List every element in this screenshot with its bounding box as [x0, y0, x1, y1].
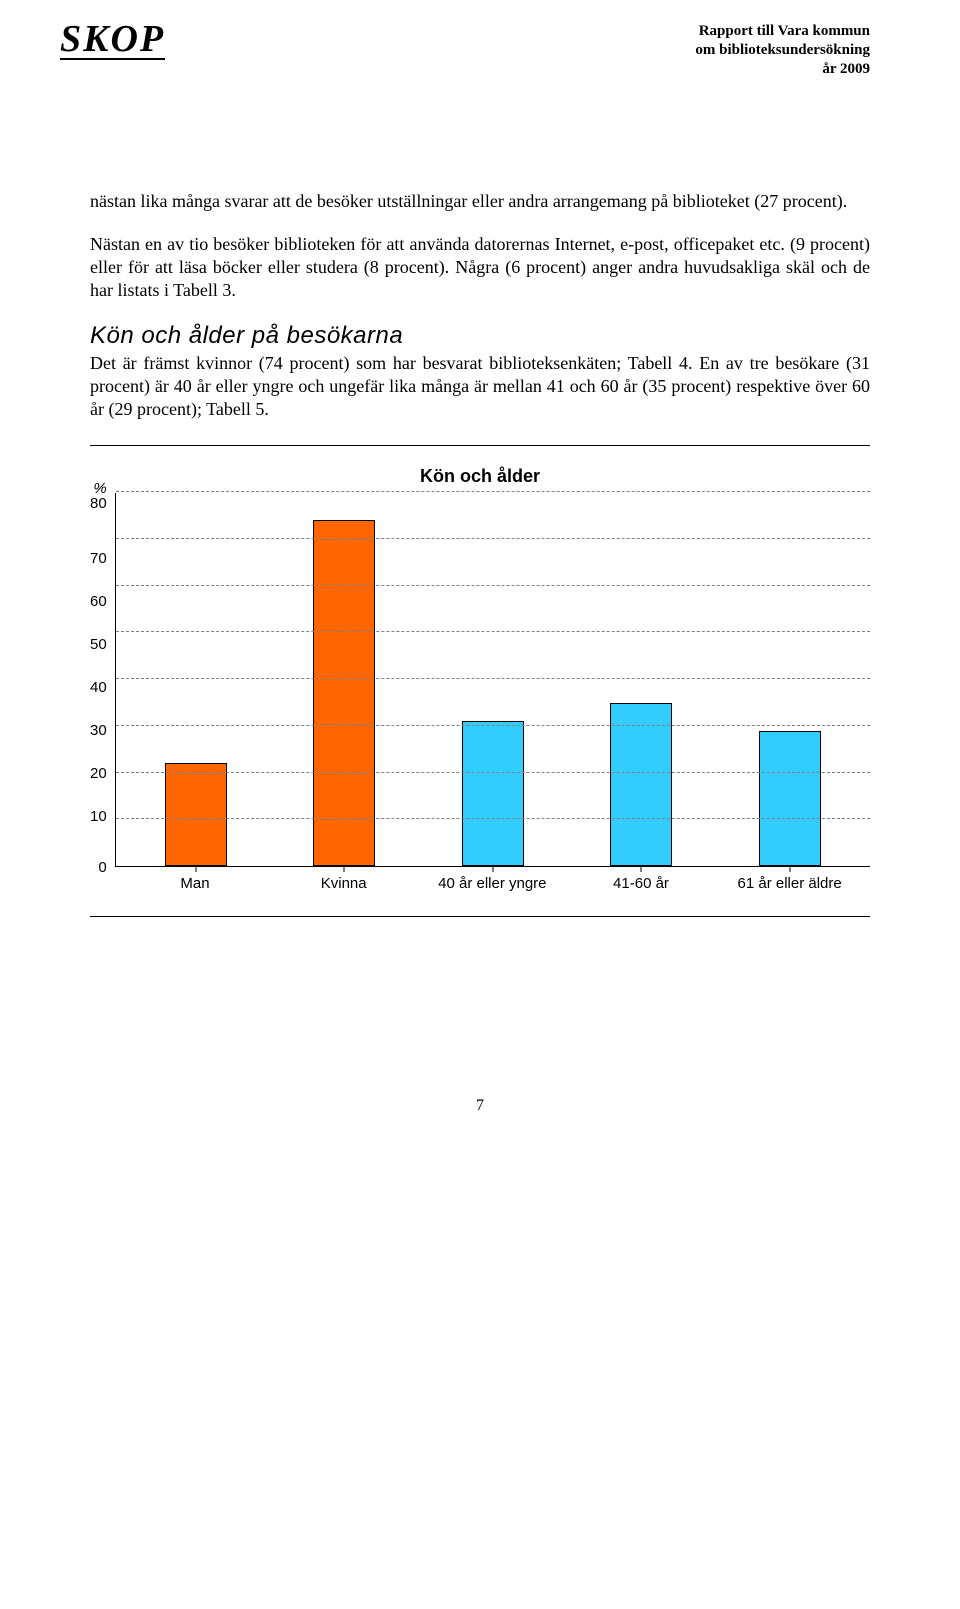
- chart-y-axis: %80706050403020100: [90, 493, 115, 867]
- chart-gridline: [116, 678, 870, 679]
- y-axis-tick: 60: [90, 594, 107, 609]
- x-axis-tick-mark: [789, 866, 790, 872]
- x-axis-label: 40 år eller yngre: [418, 875, 567, 892]
- y-axis-unit-label: %: [90, 481, 107, 496]
- chart-gridline: [116, 631, 870, 632]
- y-axis-tick: 30: [90, 723, 107, 738]
- chart-title: Kön och ålder: [90, 466, 870, 487]
- header-line-1: Rapport till Vara kommun: [695, 22, 870, 41]
- paragraph-2: Nästan en av tio besöker biblioteken för…: [90, 233, 870, 302]
- section-title: Kön och ålder på besökarna: [90, 322, 870, 350]
- chart-bar: [165, 763, 227, 866]
- chart-bars: [116, 493, 870, 866]
- chart-gridline: [116, 491, 870, 492]
- chart-bar: [610, 703, 672, 867]
- chart-gridline: [116, 725, 870, 726]
- chart-bar-slot: [716, 493, 864, 866]
- paragraph-3: Det är främst kvinnor (74 procent) som h…: [90, 352, 870, 421]
- chart-plot-area: [115, 493, 870, 867]
- x-axis-tick-mark: [641, 866, 642, 872]
- chart-bar: [313, 520, 375, 866]
- chart-bar-slot: [419, 493, 567, 866]
- y-axis-tick: 50: [90, 637, 107, 652]
- chart-bar: [462, 721, 524, 866]
- x-axis-label: 41-60 år: [567, 875, 716, 892]
- x-axis-tick-mark: [195, 866, 196, 872]
- chart-gridline: [116, 818, 870, 819]
- document-page: SKOP Rapport till Vara kommun om bibliot…: [0, 0, 960, 1175]
- chart-body: %80 70 60 50 40 30 20 10 0 ManKvinna40 år eller …: [90, 493, 870, 892]
- y-axis-tick: 20: [90, 766, 107, 781]
- x-axis-label: Man: [121, 875, 270, 892]
- brand-logo: SKOP: [60, 20, 165, 60]
- chart-gridline: [116, 585, 870, 586]
- header-line-3: år 2009: [695, 60, 870, 79]
- chart-bar-slot: [567, 493, 715, 866]
- page-number: 7: [90, 1097, 870, 1115]
- chart-plot-wrap: ManKvinna40 år eller yngre41-60 år61 år …: [115, 493, 870, 892]
- x-axis-label: 61 år eller äldre: [715, 875, 864, 892]
- y-axis-tick-label: 80: [90, 496, 107, 511]
- y-axis-tick: 10: [90, 809, 107, 824]
- x-axis-label: Kvinna: [269, 875, 418, 892]
- chart-bar: [759, 731, 821, 867]
- y-axis-tick: 70: [90, 551, 107, 566]
- y-axis-unit: %80: [90, 493, 107, 523]
- header-line-2: om biblioteksundersökning: [695, 41, 870, 60]
- body-content: nästan lika många svarar att de besöker …: [90, 190, 870, 1115]
- chart-gridline: [116, 772, 870, 773]
- x-axis-tick-mark: [344, 866, 345, 872]
- chart-container: Kön och ålder %80 70 60 50 40 30 20 10 0 ManKvin…: [90, 445, 870, 917]
- chart-bar-slot: [122, 493, 270, 866]
- y-axis-tick: 40: [90, 680, 107, 695]
- chart-gridline: [116, 538, 870, 539]
- y-axis-tick: 0: [98, 860, 106, 875]
- report-header: Rapport till Vara kommun om biblioteksun…: [695, 22, 870, 78]
- paragraph-1: nästan lika många svarar att de besöker …: [90, 190, 870, 213]
- chart-bar-slot: [270, 493, 418, 866]
- x-axis-tick-mark: [492, 866, 493, 872]
